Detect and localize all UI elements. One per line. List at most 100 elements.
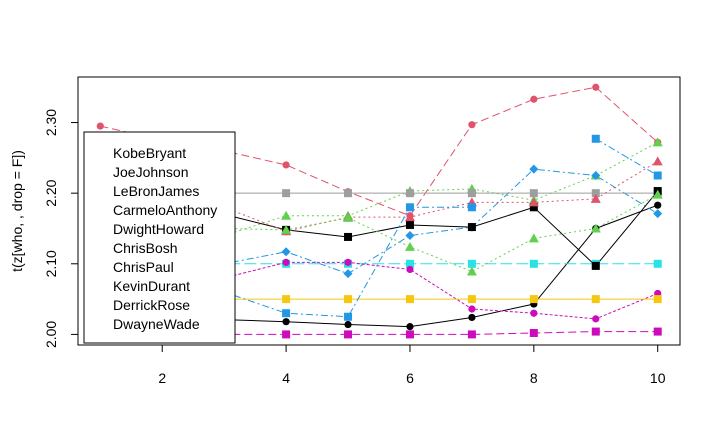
legend-label: CarmeloAnthony: [113, 202, 217, 218]
data-point: [467, 295, 476, 304]
data-point: [344, 330, 353, 339]
legend: KobeBryant JoeJohnson LeBronJames CarmeloAn…: [83, 131, 236, 344]
data-point: [405, 295, 414, 304]
data-point: [344, 312, 353, 321]
data-point: [592, 315, 600, 323]
series-line: [595, 138, 658, 176]
data-point: [466, 266, 477, 276]
data-point: [592, 83, 600, 91]
data-point: [282, 318, 290, 326]
series-line: [100, 141, 658, 237]
data-point: [344, 232, 353, 241]
data-point: [653, 327, 662, 336]
data-point: [591, 295, 600, 304]
data-point: [591, 189, 600, 198]
y-tick-label: 2.00: [43, 321, 59, 348]
data-point: [653, 209, 663, 219]
x-tick-label: 6: [406, 370, 414, 386]
data-point: [590, 223, 601, 233]
data-point: [405, 220, 414, 229]
data-point: [467, 203, 476, 212]
data-point: [281, 210, 292, 220]
legend-label: KevinDurant: [113, 278, 190, 294]
y-tick-label: 2.30: [43, 109, 59, 136]
data-point: [282, 330, 291, 339]
x-tick-label: 2: [158, 370, 166, 386]
data-point: [405, 231, 415, 241]
legend-label: DwightHoward: [113, 221, 204, 237]
data-point: [468, 305, 476, 313]
data-point: [652, 156, 663, 166]
y-tick-label: 2.20: [43, 179, 59, 206]
legend-label: KobeBryant: [113, 145, 186, 161]
legend-label: DerrickRose: [113, 297, 190, 313]
legend-label: JoeJohnson: [113, 164, 189, 180]
x-tick-label: 8: [530, 370, 538, 386]
data-point: [528, 233, 539, 243]
data-point: [653, 295, 662, 304]
series-line: [100, 160, 658, 232]
legend-label: ChrisPaul: [113, 259, 174, 275]
data-point: [343, 212, 354, 222]
data-point: [282, 309, 291, 318]
x-tick-label: 4: [282, 370, 290, 386]
data-point: [654, 201, 662, 209]
data-point: [529, 259, 538, 268]
data-point: [344, 189, 353, 198]
legend-label: DwayneWade: [113, 316, 200, 332]
data-point: [467, 223, 476, 232]
data-point: [344, 258, 352, 266]
y-axis-title: t(z[who, , drop = F]): [9, 150, 25, 272]
x-tick-label: 10: [650, 370, 666, 386]
data-point: [591, 134, 600, 143]
data-point: [591, 171, 601, 181]
data-point: [96, 122, 104, 130]
data-point: [282, 161, 290, 169]
data-point: [282, 295, 291, 304]
data-point: [282, 258, 290, 266]
data-point: [591, 261, 600, 270]
data-point: [529, 203, 538, 212]
data-point: [343, 269, 353, 279]
data-point: [405, 259, 414, 268]
data-point: [529, 295, 538, 304]
data-point: [468, 121, 476, 129]
data-point: [591, 327, 600, 336]
data-point: [344, 295, 353, 304]
data-point: [529, 189, 538, 198]
data-point: [467, 259, 476, 268]
x-axis: 2 4 6 8 10: [158, 344, 666, 386]
data-point: [529, 328, 538, 337]
data-point: [467, 189, 476, 198]
legend-label: ChrisBosh: [113, 240, 178, 256]
data-point: [590, 193, 601, 203]
data-point: [405, 330, 414, 339]
data-point: [652, 189, 663, 199]
data-point: [281, 224, 292, 234]
data-point: [652, 137, 663, 147]
data-point: [653, 171, 662, 180]
data-point: [529, 164, 539, 174]
series-line: [100, 194, 658, 273]
data-point: [468, 313, 476, 322]
data-point: [528, 197, 539, 207]
data-point: [281, 247, 291, 257]
series-line: [100, 331, 658, 335]
legend-box: [83, 131, 236, 344]
data-point: [404, 212, 415, 222]
data-point: [282, 189, 291, 198]
series-line: [100, 86, 659, 217]
legend-label: LeBronJames: [113, 183, 199, 199]
y-tick-label: 2.10: [43, 250, 59, 277]
data-point: [530, 95, 538, 103]
data-point: [406, 323, 414, 331]
data-point: [405, 203, 414, 212]
data-point: [406, 265, 414, 274]
data-point: [653, 259, 662, 268]
data-point: [344, 320, 352, 329]
data-point: [530, 309, 538, 317]
data-point: [404, 241, 415, 251]
y-axis: 2.00 2.10 2.20 2.30: [43, 109, 79, 348]
data-point: [467, 330, 476, 339]
